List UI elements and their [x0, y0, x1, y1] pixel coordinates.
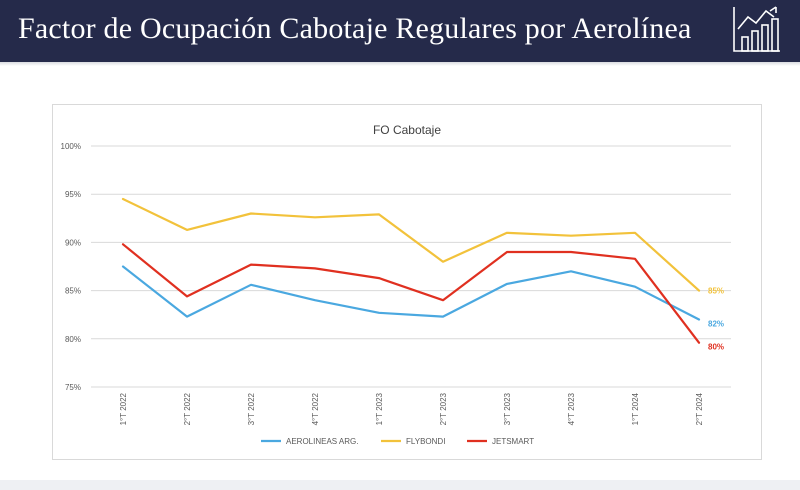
series-line	[121, 243, 701, 344]
x-tick-label: 4°T 2022	[311, 392, 320, 425]
x-tick-label: 2°T 2024	[695, 392, 704, 425]
x-tick-label: 1°T 2024	[631, 392, 640, 425]
series-line	[121, 197, 701, 292]
page-title: Factor de Ocupación Cabotaje Regulares p…	[18, 12, 692, 45]
footer-bar	[0, 480, 800, 490]
banner-divider	[0, 62, 800, 66]
x-tick-label: 4°T 2023	[567, 392, 576, 425]
y-tick-label: 95%	[65, 190, 81, 199]
data-label: 85%	[708, 287, 724, 296]
chart-frame: FO Cabotaje 75% 80% 85% 90% 95% 100% 1°T 2022…	[52, 104, 762, 460]
x-tick-label: 2°T 2023	[439, 392, 448, 425]
x-tick-label: 1°T 2023	[375, 392, 384, 425]
y-tick-label: 75%	[65, 383, 81, 392]
legend-label: FLYBONDI	[406, 437, 445, 446]
line-chart: FO Cabotaje 75% 80% 85% 90% 95% 100% 1°T 2022…	[61, 123, 731, 446]
x-tick-label: 3°T 2023	[503, 392, 512, 425]
x-tick-label: 3°T 2022	[247, 392, 256, 425]
legend-label: AEROLINEAS ARG.	[286, 437, 358, 446]
x-tick-label: 1°T 2022	[119, 392, 128, 425]
legend-label: JETSMART	[492, 437, 534, 446]
header-banner: Factor de Ocupación Cabotaje Regulares p…	[0, 0, 800, 62]
data-label: 82%	[708, 320, 724, 329]
data-label: 80%	[708, 343, 724, 352]
y-tick-label: 85%	[65, 287, 81, 296]
y-tick-label: 100%	[61, 142, 81, 151]
chart-title: FO Cabotaje	[373, 123, 441, 137]
y-tick-label: 80%	[65, 335, 81, 344]
y-tick-label: 90%	[65, 238, 81, 247]
bar-chart-trend-icon	[733, 6, 780, 52]
x-tick-label: 2°T 2022	[183, 392, 192, 425]
series-line	[121, 265, 701, 321]
